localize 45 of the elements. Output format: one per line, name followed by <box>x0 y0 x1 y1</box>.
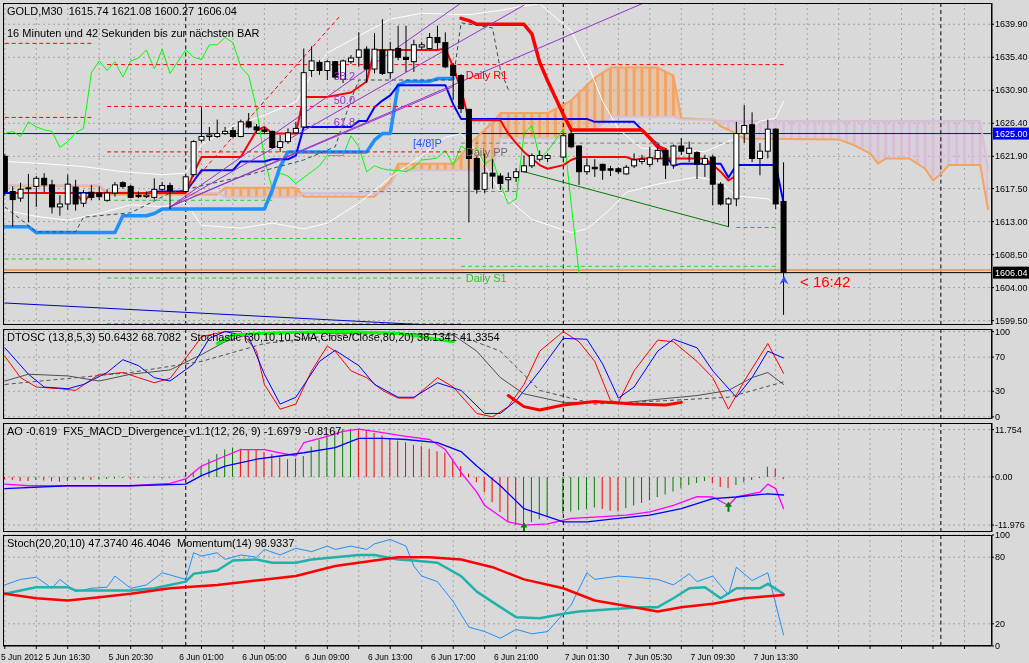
y-tick-label: 1635.40 <box>995 52 1028 63</box>
y-tick-label: 1621.90 <box>995 151 1028 162</box>
y-tick-label: 1613.00 <box>995 216 1028 227</box>
x-tick-label: 7 Jun 01:30 <box>564 652 610 662</box>
y-tick-label: 1617.50 <box>995 183 1028 194</box>
x-tick-label: 7 Jun 05:30 <box>627 652 673 662</box>
x-tick-label: 7 Jun 09:30 <box>690 652 736 662</box>
chart-title: Stoch(20,20,10) 47.3740 46.4046 Momentum(14) 98.9337 <box>7 537 295 550</box>
x-tick-label: 7 Jun 13:30 <box>753 652 799 662</box>
annotation: Daily S1 <box>465 271 507 284</box>
y-tick-label: 1604.00 <box>995 282 1028 293</box>
annotation: < 16:42 <box>800 273 851 290</box>
y-tick-label: 11.754 <box>995 424 1022 435</box>
y-tick-label: 1608.50 <box>995 249 1028 260</box>
x-tick-label: 5 Jun 2012 <box>1 652 44 662</box>
x-tick-label: 6 Jun 21:00 <box>493 652 539 662</box>
x-tick-label: 5 Jun 16:30 <box>45 652 91 662</box>
ref-line-label: 1625.00 <box>995 129 1028 140</box>
y-tick-label: 1630.90 <box>995 85 1028 96</box>
y-tick-label: 1599.50 <box>995 315 1028 326</box>
x-tick-label: 6 Jun 01:00 <box>179 652 224 662</box>
annotation: 50.0 <box>333 93 356 106</box>
y-tick-label: 0 <box>995 412 1001 423</box>
x-tick-label: 6 Jun 09:00 <box>305 652 350 662</box>
y-tick-label: 1626.40 <box>995 118 1028 129</box>
x-tick-label: 6 Jun 13:00 <box>368 652 413 662</box>
ref-line-label: 1606.04 <box>995 268 1028 279</box>
y-tick-label: 0.00 <box>995 472 1013 483</box>
x-tick-label: 6 Jun 17:00 <box>430 652 476 662</box>
text: 16 Minuten und 42 Sekunden bis zur nächsten BAR <box>7 27 260 40</box>
y-tick-label: 100 <box>995 326 1011 337</box>
chart-title: GOLD,M30 1615.74 1621.08 1600.27 1606.04 <box>7 5 238 18</box>
x-tick-label: 5 Jun 20:30 <box>108 652 154 662</box>
annotation: [4/8]P <box>413 137 442 150</box>
chart-title: AO -0.619 FX5_MACD_Divergence_v1.1(12, 26, 9) -1.6979 -0.8167 <box>7 425 342 438</box>
y-tick-label: 0 <box>995 641 1001 652</box>
y-tick-label: 20 <box>995 618 1006 629</box>
y-tick-label: 1639.90 <box>995 19 1028 30</box>
y-tick-label: 70 <box>995 352 1006 363</box>
y-tick-label: 100 <box>995 530 1011 541</box>
y-tick-label: 80 <box>995 552 1006 563</box>
x-tick-label: 6 Jun 05:00 <box>242 652 287 662</box>
y-tick-label: 30 <box>995 386 1006 397</box>
y-tick-label: -11.976 <box>995 520 1025 531</box>
annotation: 61.8 <box>333 115 356 128</box>
